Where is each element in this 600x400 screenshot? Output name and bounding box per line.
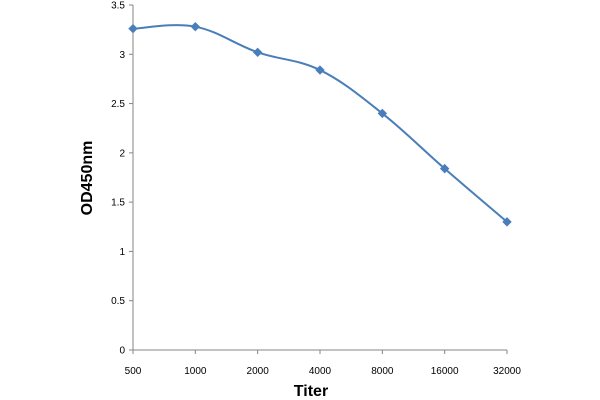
x-tick-label: 4000 bbox=[309, 366, 332, 377]
y-tick-label: 2 bbox=[119, 148, 125, 159]
y-tick-label: 1 bbox=[119, 247, 125, 258]
y-axis: 0 0.5 1 1.5 2 2.5 3 3.5 bbox=[111, 1, 134, 357]
y-tick-label: 0 bbox=[119, 346, 125, 357]
data-point-marker bbox=[502, 217, 512, 227]
data-point-marker bbox=[252, 47, 263, 58]
series-line bbox=[132, 24, 508, 223]
y-tick-label: 0.5 bbox=[111, 296, 125, 307]
y-tick-label: 1.5 bbox=[111, 198, 125, 209]
x-axis: 500 1000 2000 4000 8000 16000 32000 bbox=[125, 349, 521, 377]
x-tick-label: 500 bbox=[125, 366, 142, 377]
data-point-marker bbox=[439, 163, 450, 174]
data-point-marker bbox=[190, 21, 201, 32]
data-point-marker bbox=[377, 108, 388, 119]
x-tick-label: 1000 bbox=[184, 366, 207, 377]
x-axis-title: Titer bbox=[294, 383, 328, 400]
x-tick-label: 16000 bbox=[431, 366, 459, 377]
series-layer bbox=[128, 21, 512, 227]
y-tick-label: 3 bbox=[119, 50, 125, 61]
x-tick-label: 32000 bbox=[493, 366, 521, 377]
data-point-marker bbox=[128, 23, 138, 34]
x-tick-label: 8000 bbox=[371, 366, 394, 377]
x-tick-label: 2000 bbox=[247, 366, 270, 377]
y-axis-title: OD450nm bbox=[79, 141, 96, 216]
y-tick-label: 3.5 bbox=[111, 1, 125, 12]
y-tick-label: 2.5 bbox=[111, 99, 125, 110]
data-point-marker bbox=[315, 65, 325, 75]
